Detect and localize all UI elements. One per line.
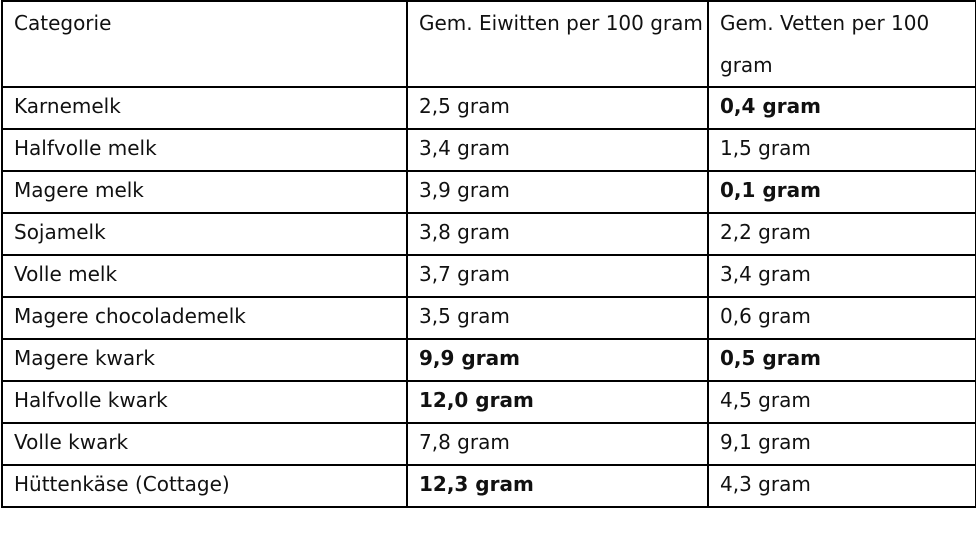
header-cell: Categorie [1,0,408,88]
table-cell: Halfvolle kwark [1,380,408,424]
table-cell: 3,8 gram [406,212,709,256]
table-row: Hüttenkäse (Cottage) 12,3 gram 4,3 gram [1,464,976,508]
table-cell: 0,5 gram [707,338,976,382]
table-cell: Magere melk [1,170,408,214]
table-cell: 0,4 gram [707,86,976,130]
table-cell: Volle kwark [1,422,408,466]
table-row: Sojamelk 3,8 gram 2,2 gram [1,212,976,256]
table-cell: 7,8 gram [406,422,709,466]
table-cell: 9,9 gram [406,338,709,382]
table-cell: 3,4 gram [406,128,709,172]
header-row: Categorie Gem. Eiwitten per 100 gram Gem… [1,0,976,88]
header-cell: Gem. Vetten per 100 gram [707,0,976,88]
table-cell: 0,1 gram [707,170,976,214]
table-cell: 3,9 gram [406,170,709,214]
nutrition-table: Categorie Gem. Eiwitten per 100 gram Gem… [1,0,976,508]
table-cell: Halfvolle melk [1,128,408,172]
table-cell: 2,2 gram [707,212,976,256]
table-cell: Hüttenkäse (Cottage) [1,464,408,508]
table-row: Karnemelk 2,5 gram 0,4 gram [1,86,976,130]
table-cell: 2,5 gram [406,86,709,130]
table-row: Volle kwark 7,8 gram 9,1 gram [1,422,976,466]
table-cell: 4,5 gram [707,380,976,424]
table-cell: 0,6 gram [707,296,976,340]
header-cell: Gem. Eiwitten per 100 gram [406,0,709,88]
table-cell: Magere kwark [1,338,408,382]
table-row: Magere melk 3,9 gram 0,1 gram [1,170,976,214]
table-cell: 12,3 gram [406,464,709,508]
table-row: Volle melk 3,7 gram 3,4 gram [1,254,976,298]
table-cell: Magere chocolademelk [1,296,408,340]
table-cell: Sojamelk [1,212,408,256]
table-cell: Volle melk [1,254,408,298]
table-cell: 3,4 gram [707,254,976,298]
table-row: Magere kwark 9,9 gram 0,5 gram [1,338,976,382]
table-cell: 9,1 gram [707,422,976,466]
table-body: Categorie Gem. Eiwitten per 100 gram Gem… [1,0,976,508]
table-row: Halfvolle melk 3,4 gram 1,5 gram [1,128,976,172]
table-cell: 1,5 gram [707,128,976,172]
table-cell: 3,5 gram [406,296,709,340]
table-row: Magere chocolademelk 3,5 gram 0,6 gram [1,296,976,340]
table-cell: 12,0 gram [406,380,709,424]
table-cell: 3,7 gram [406,254,709,298]
table-row: Halfvolle kwark 12,0 gram 4,5 gram [1,380,976,424]
table-cell: Karnemelk [1,86,408,130]
table-cell: 4,3 gram [707,464,976,508]
